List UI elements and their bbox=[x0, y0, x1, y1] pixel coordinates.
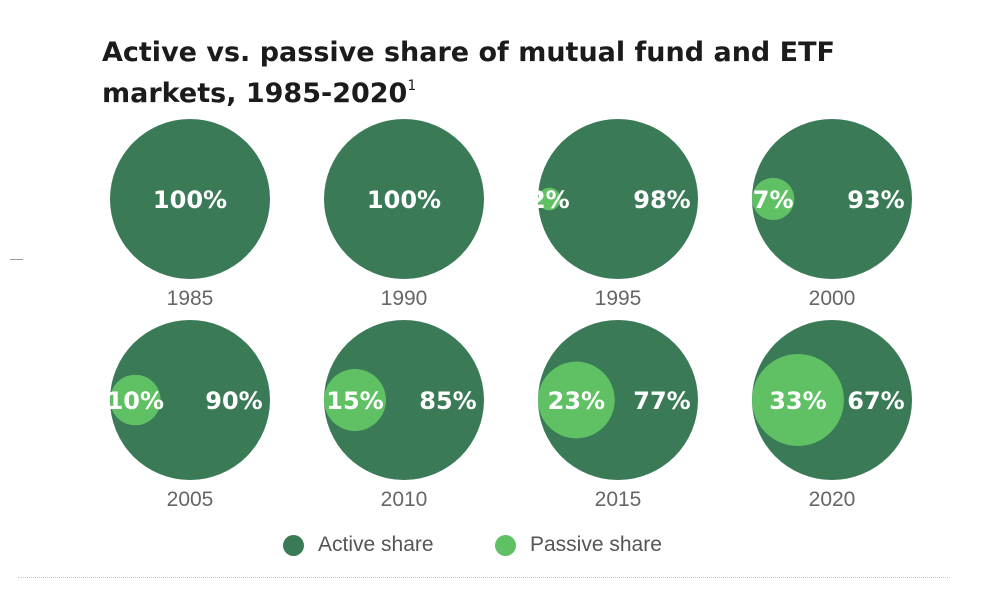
passive-label-2020: 33% bbox=[769, 387, 826, 415]
year-label-2015: 2015 bbox=[595, 488, 642, 511]
active-label-2015: 77% bbox=[633, 387, 690, 415]
bottom-divider bbox=[18, 577, 950, 578]
passive-bubble-2010 bbox=[324, 369, 386, 431]
bubble-2020: 33% 67% 2020 bbox=[752, 320, 912, 511]
passive-label-2010: 15% bbox=[326, 387, 383, 415]
year-label-2005: 2005 bbox=[167, 488, 214, 511]
active-bubble-1985 bbox=[110, 119, 270, 279]
active-label-2005: 90% bbox=[205, 387, 262, 415]
bubble-1990: 100% 1990 bbox=[324, 119, 484, 310]
active-bubble-1990 bbox=[324, 119, 484, 279]
active-bubble-2000 bbox=[752, 119, 912, 279]
active-label-1985: 100% bbox=[153, 186, 227, 214]
chart-title-text: Active vs. passive share of mutual fund … bbox=[102, 37, 835, 109]
bubble-2000: 7% 93% 2000 bbox=[752, 119, 912, 310]
active-label-2020: 67% bbox=[847, 387, 904, 415]
year-label-1990: 1990 bbox=[381, 287, 428, 310]
passive-bubble-2015 bbox=[538, 361, 615, 439]
active-label-1990: 100% bbox=[367, 186, 441, 214]
passive-label-2005: 10% bbox=[107, 387, 164, 415]
chart-title: Active vs. passive share of mutual fund … bbox=[102, 32, 902, 114]
active-bubble-2010 bbox=[324, 320, 484, 480]
year-label-2020: 2020 bbox=[809, 488, 856, 511]
year-label-2010: 2010 bbox=[381, 488, 428, 511]
legend: Active share Passive share bbox=[0, 530, 1000, 560]
passive-label-2000: 7% bbox=[753, 186, 794, 214]
passive-bubble-2020 bbox=[752, 354, 844, 446]
title-footnote: 1 bbox=[407, 78, 417, 94]
bubble-chart: 100% 1985 100% 1990 2% 98% 1995 7% 93% 2000 10% 90%… bbox=[107, 119, 912, 511]
active-label-2000: 93% bbox=[847, 186, 904, 214]
legend-item-active: Active share bbox=[283, 530, 434, 560]
bubble-2015: 23% 77% 2015 bbox=[538, 320, 698, 511]
legend-label-passive: Passive share bbox=[530, 533, 662, 556]
legend-label-active: Active share bbox=[318, 533, 434, 556]
active-bubble-2005 bbox=[110, 320, 270, 480]
passive-bubble-2000 bbox=[752, 177, 795, 221]
legend-item-passive: Passive share bbox=[495, 530, 662, 560]
year-label-1985: 1985 bbox=[167, 287, 214, 310]
side-dash bbox=[10, 259, 23, 260]
active-bubble-1995 bbox=[538, 119, 698, 279]
active-label-1995: 98% bbox=[633, 186, 690, 214]
active-bubble-2015 bbox=[538, 320, 698, 480]
legend-swatch-passive bbox=[495, 534, 516, 556]
active-label-2010: 85% bbox=[419, 387, 476, 415]
bubble-2010: 15% 85% 2010 bbox=[324, 320, 484, 511]
passive-label-2015: 23% bbox=[548, 387, 605, 415]
bubble-1995: 2% 98% 1995 bbox=[529, 119, 698, 310]
year-label-2000: 2000 bbox=[809, 287, 856, 310]
year-label-1995: 1995 bbox=[595, 287, 642, 310]
passive-bubble-1995 bbox=[538, 187, 561, 211]
passive-bubble-2005 bbox=[110, 374, 161, 426]
legend-swatch-active bbox=[283, 534, 304, 556]
bubble-1985: 100% 1985 bbox=[110, 119, 270, 310]
passive-label-1995: 2% bbox=[529, 186, 570, 214]
bubble-2005: 10% 90% 2005 bbox=[107, 320, 270, 511]
